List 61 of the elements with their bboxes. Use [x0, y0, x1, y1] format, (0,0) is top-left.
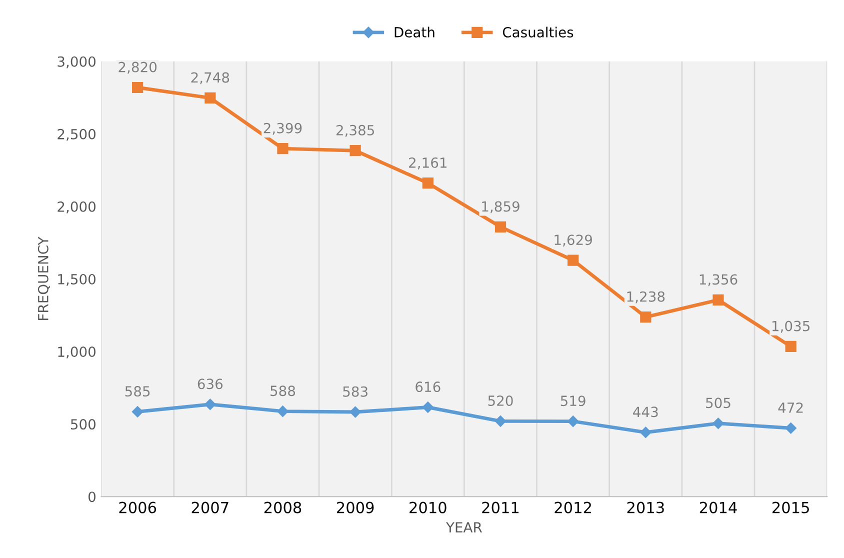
y-axis-title: FREQUENCY [38, 236, 50, 320]
y-tick-label: 0 [88, 492, 96, 502]
data-label: 585 [125, 386, 150, 397]
data-label: 2,399 [264, 122, 302, 135]
legend-label: Casualties [502, 26, 574, 38]
point [204, 92, 216, 104]
x-tick-label: 2008 [264, 502, 302, 514]
x-axis-title: YEAR [446, 522, 482, 532]
point [494, 221, 506, 232]
point [712, 294, 724, 306]
data-label: 2,748 [191, 72, 230, 84]
data-label: 472 [778, 402, 803, 413]
point [277, 406, 288, 417]
point [785, 340, 796, 352]
data-label: 520 [488, 395, 513, 406]
data-label: 588 [270, 386, 296, 396]
y-tick-label: 2,000 [58, 201, 96, 214]
data-label: 636 [198, 378, 223, 390]
point [640, 311, 652, 323]
point [568, 254, 579, 266]
y-tick-label: 500 [70, 419, 96, 430]
point [640, 426, 652, 438]
point [494, 416, 506, 427]
legend-label: Death [394, 26, 434, 38]
data-label: 519 [560, 396, 586, 406]
x-tick-label: 2011 [482, 502, 519, 514]
data-label: 616 [416, 382, 440, 392]
data-label: 1,859 [482, 201, 520, 214]
point [712, 418, 724, 429]
x-tick-label: 2009 [337, 502, 374, 514]
x-tick-label: 2015 [772, 502, 809, 514]
point [204, 398, 216, 410]
data-label: 443 [633, 406, 658, 418]
y-tick-label: 3,000 [58, 56, 96, 68]
point [350, 406, 361, 418]
data-label: 583 [343, 386, 368, 397]
x-tick-label: 2012 [554, 502, 591, 514]
data-label: 1,035 [772, 320, 810, 333]
data-label: 2,385 [336, 124, 374, 137]
point [422, 402, 434, 413]
point [785, 422, 796, 434]
data-label: 2,820 [118, 62, 157, 74]
data-label: 1,356 [700, 274, 738, 286]
point [132, 82, 144, 94]
point [567, 416, 579, 427]
x-tick-label: 2014 [700, 502, 737, 514]
data-label: 505 [706, 398, 730, 408]
point [422, 178, 434, 189]
data-label: 1,629 [554, 234, 592, 247]
point [350, 145, 361, 156]
point [277, 143, 288, 154]
y-tick-label: 2,500 [58, 128, 96, 141]
data-label: 2,161 [409, 157, 447, 170]
point [132, 406, 144, 418]
x-tick-label: 2007 [192, 502, 228, 514]
y-tick-label: 1,500 [58, 274, 96, 286]
x-tick-label: 2006 [119, 502, 156, 514]
x-tick-label: 2013 [627, 502, 664, 514]
data-label: 1,238 [627, 291, 665, 304]
y-tick-label: 1,000 [58, 346, 96, 358]
x-tick-label: 2010 [410, 502, 446, 514]
